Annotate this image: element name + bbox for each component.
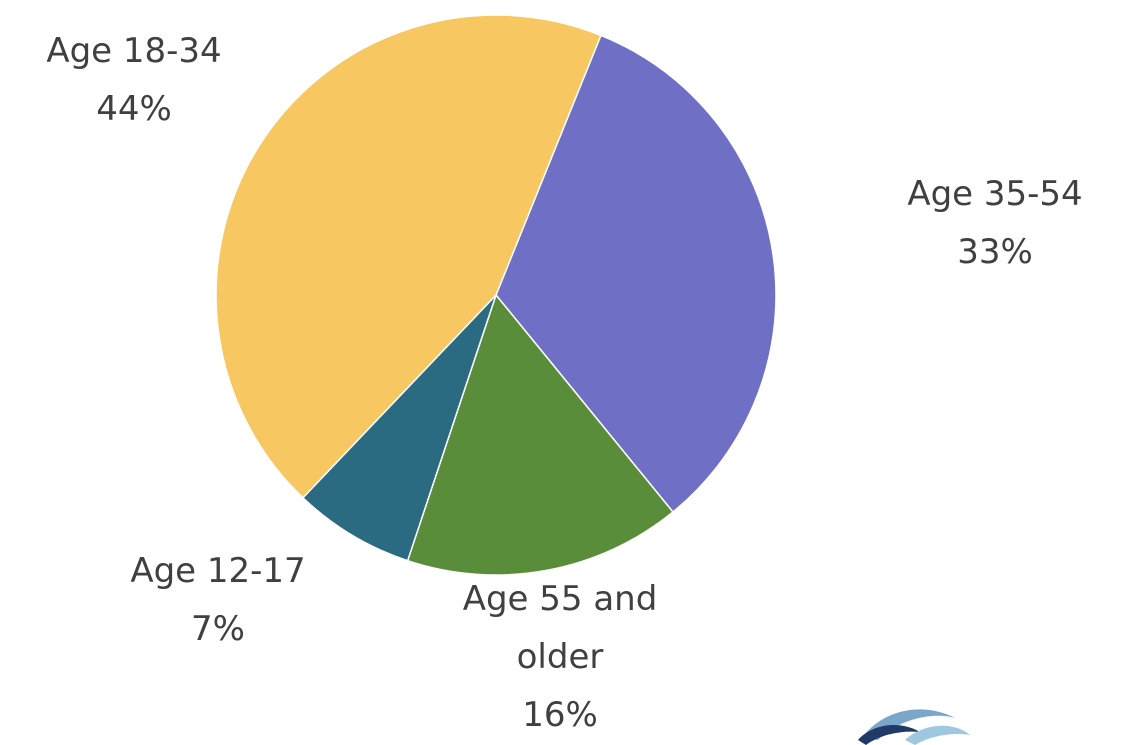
pie-slice [215,14,602,499]
slice-label: older [517,637,604,677]
slice-value-label: 16% [522,695,598,735]
pie-slices [215,14,777,576]
slice-value-label: 33% [957,232,1033,272]
pie-slice [495,34,777,514]
pie-labels: Age 35-54 33% Age 55 and older 16% Age 12-17 7… [46,31,1082,735]
slice-value-label: 7% [191,609,245,649]
slice-label: Age 55 and [463,579,658,619]
pie-slice [301,294,497,562]
slice-label: Age 35-54 [907,174,1082,214]
slice-label: Age 12-17 [130,551,305,591]
pie-slice [406,293,675,576]
slice-label: Age 18-34 [46,31,221,71]
wave-logo-icon [858,709,970,745]
slice-value-label: 44% [96,89,172,129]
